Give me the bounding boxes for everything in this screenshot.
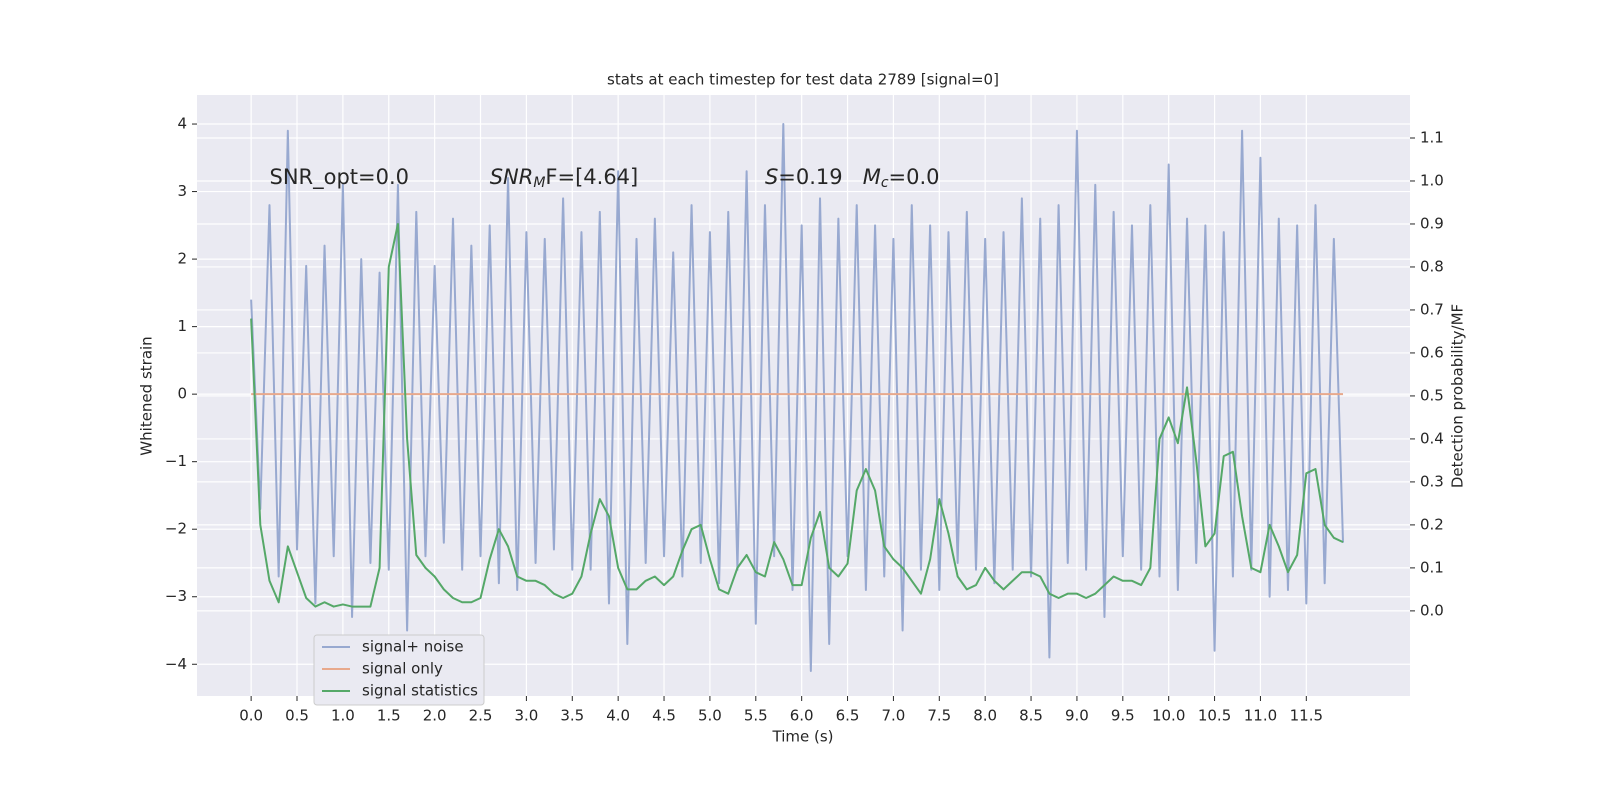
legend-box bbox=[313, 634, 485, 706]
x-tick-label: 7.0 bbox=[881, 707, 905, 725]
x-tick-label: 3.0 bbox=[514, 707, 538, 725]
x-tick-label: 5.5 bbox=[744, 707, 768, 725]
x-tick-label: 10.0 bbox=[1152, 707, 1185, 725]
x-tick-label: 1.0 bbox=[331, 707, 355, 725]
x-tick-label: 8.0 bbox=[973, 707, 997, 725]
x-tick-label: 5.0 bbox=[698, 707, 722, 725]
y2-tick-label: 0.7 bbox=[1420, 300, 1444, 318]
y2-tick-label: 0.4 bbox=[1420, 429, 1444, 447]
y2-tick-label: 0.8 bbox=[1420, 257, 1444, 275]
annotation-part: =0.0 bbox=[889, 165, 940, 189]
y2-tick-label: 0.0 bbox=[1420, 601, 1444, 619]
x-tick-label: 11.5 bbox=[1290, 707, 1323, 725]
y-tick-label: 3 bbox=[177, 182, 187, 200]
annotation: S=0.19 Mc=0.0 bbox=[765, 165, 940, 191]
annotation-part: =0.19 bbox=[778, 165, 862, 189]
annotation: SNRMF=[4.64] bbox=[490, 165, 639, 191]
annotation-part: M bbox=[533, 175, 545, 191]
x-tick-label: 7.5 bbox=[927, 707, 951, 725]
x-axis-label: Time (s) bbox=[772, 728, 834, 746]
legend-label: signal statistics bbox=[362, 682, 478, 700]
x-tick-label: 9.0 bbox=[1065, 707, 1089, 725]
y-tick-label: 2 bbox=[177, 250, 187, 268]
x-tick-label: 0.0 bbox=[239, 707, 263, 725]
annotation-part: c bbox=[881, 175, 889, 191]
x-tick-label: 11.0 bbox=[1244, 707, 1277, 725]
y-tick-label: −4 bbox=[165, 655, 187, 673]
annotation: SNR_opt=0.0 bbox=[269, 165, 409, 190]
data-line bbox=[250, 123, 1345, 673]
y2-tick-label: 0.3 bbox=[1420, 472, 1444, 490]
x-tick-label: 1.5 bbox=[377, 707, 401, 725]
y-tick-label: −3 bbox=[165, 587, 187, 605]
x-tick-label: 8.5 bbox=[1019, 707, 1043, 725]
legend-label: signal+ noise bbox=[362, 638, 464, 656]
y-tick-label: 1 bbox=[177, 317, 187, 335]
y2-tick-label: 0.5 bbox=[1420, 386, 1444, 404]
y2-tick-label: 1.0 bbox=[1420, 171, 1444, 189]
y2-tick-label: 0.6 bbox=[1420, 343, 1444, 361]
x-tick-label: 6.5 bbox=[836, 707, 860, 725]
x-tick-label: 0.5 bbox=[285, 707, 309, 725]
annotation-part: S bbox=[765, 165, 778, 189]
legend-label: signal only bbox=[362, 660, 443, 678]
y-tick-label: −2 bbox=[165, 520, 187, 538]
y-tick-label: 0 bbox=[177, 385, 187, 403]
x-tick-label: 2.0 bbox=[423, 707, 447, 725]
y2-tick-label: 0.1 bbox=[1420, 558, 1444, 576]
x-tick-label: 10.5 bbox=[1198, 707, 1231, 725]
y-tick-label: 4 bbox=[177, 115, 187, 133]
x-tick-label: 4.5 bbox=[652, 707, 676, 725]
annotation-part: M bbox=[863, 165, 881, 189]
x-tick-label: 6.0 bbox=[790, 707, 814, 725]
y-tick-label: −1 bbox=[165, 452, 187, 470]
annotation-part: SNR_opt=0.0 bbox=[269, 165, 409, 190]
y2-tick-label: 1.1 bbox=[1420, 128, 1444, 146]
x-tick-label: 2.5 bbox=[469, 707, 493, 725]
annotation-part: F=[4.64] bbox=[545, 165, 638, 189]
y2-tick-label: 0.2 bbox=[1420, 515, 1444, 533]
x-tick-label: 3.5 bbox=[560, 707, 584, 725]
data-line bbox=[250, 222, 1344, 608]
x-tick-label: 9.5 bbox=[1111, 707, 1135, 725]
y2-tick-label: 0.9 bbox=[1420, 214, 1444, 232]
y2-axis-label: Detection probability/MF bbox=[1449, 304, 1467, 488]
chart-title: stats at each timestep for test data 278… bbox=[607, 71, 999, 89]
x-tick-label: 4.0 bbox=[606, 707, 630, 725]
y-axis-label: Whitened strain bbox=[138, 336, 156, 455]
annotation-part: SNR bbox=[490, 165, 534, 189]
